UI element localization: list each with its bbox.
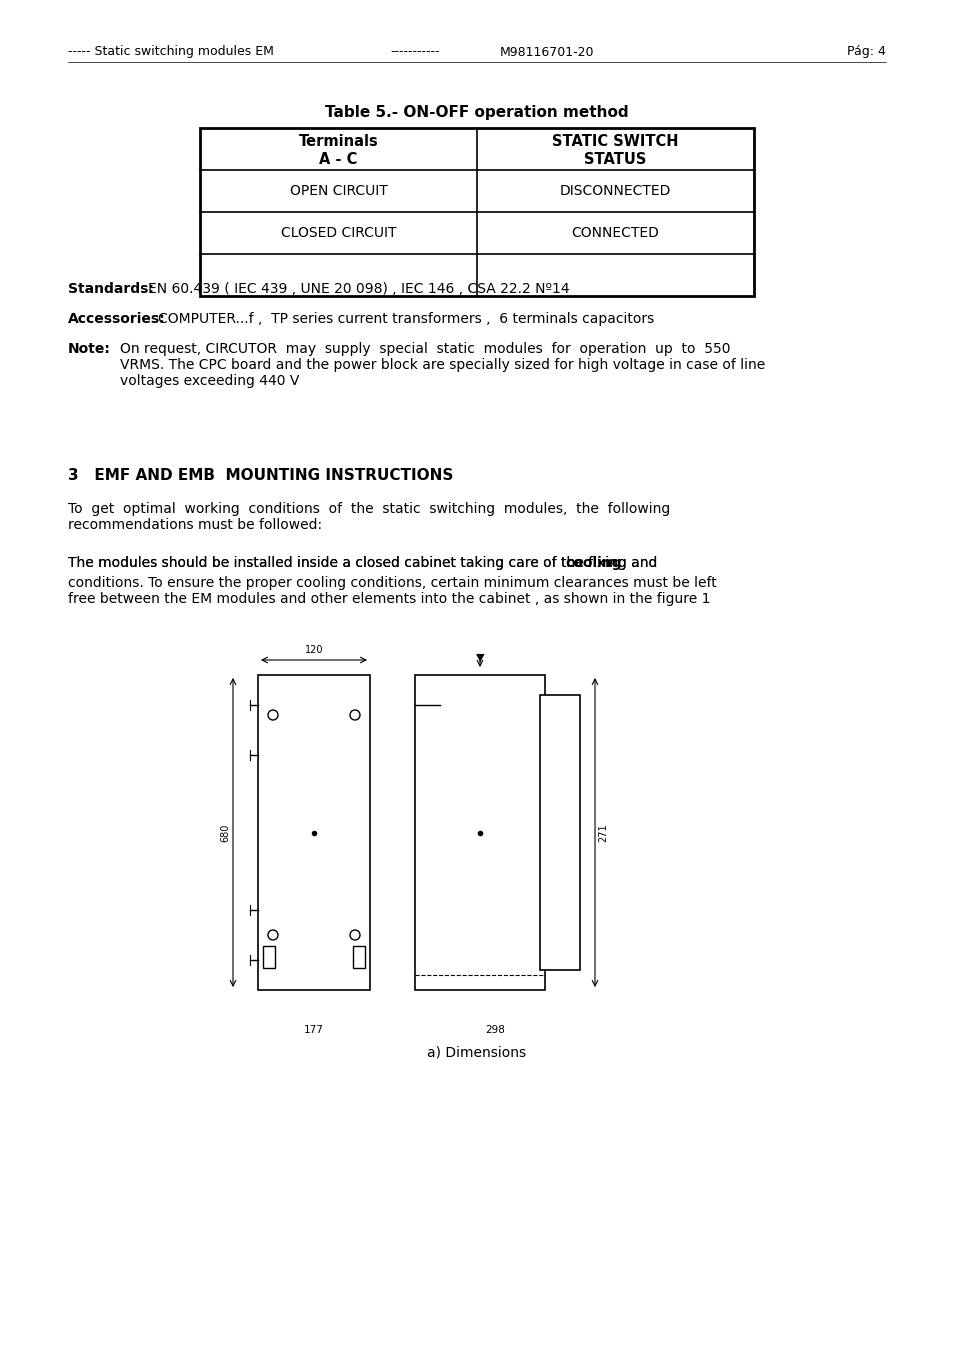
Text: Standards:: Standards: [68,282,153,296]
Text: conditions. To ensure the proper cooling conditions, certain minimum clearances : conditions. To ensure the proper cooling… [68,576,716,607]
Text: The modules should be installed inside a closed cabinet taking care of the fixin: The modules should be installed inside a… [68,557,661,570]
Bar [415,676,544,990]
Text: The modules should be installed inside a closed cabinet taking care of the fixin: The modules should be installed inside a… [68,557,711,570]
Text: -----------: ----------- [390,46,439,58]
Bar [200,128,753,296]
Bar [257,676,370,990]
Text: Pág: 4: Pág: 4 [846,46,885,58]
Text: 120: 120 [304,644,323,655]
Text: STATIC SWITCH: STATIC SWITCH [552,134,678,150]
Text: On request, CIRCUTOR  may  supply  special  static  modules  for  operation  up : On request, CIRCUTOR may supply special … [120,342,764,388]
Text: CLOSED CIRCUIT: CLOSED CIRCUIT [280,226,395,240]
Text: cooling: cooling [564,557,621,570]
Text: CONNECTED: CONNECTED [571,226,659,240]
Text: Accessories:: Accessories: [68,312,166,326]
Text: DISCONNECTED: DISCONNECTED [559,184,671,199]
Text: Note:: Note: [68,342,111,357]
Text: The modules should be installed inside a closed cabinet taking care of the fixin: The modules should be installed inside a… [68,557,661,570]
Text: Terminals: Terminals [298,134,378,150]
Text: 177: 177 [304,1025,324,1035]
Text: STATUS: STATUS [583,153,646,168]
Text: A - C: A - C [319,153,357,168]
Text: Table 5.- ON-OFF operation method: Table 5.- ON-OFF operation method [325,104,628,119]
Text: 680: 680 [220,823,230,842]
Text: ----- Static switching modules EM: ----- Static switching modules EM [68,46,274,58]
Text: COMPUTER...f ,  TP series current transformers ,  6 terminals capacitors: COMPUTER...f , TP series current transfo… [158,312,654,326]
Text: 298: 298 [484,1025,504,1035]
Bar [263,946,274,969]
Text: a) Dimensions: a) Dimensions [427,1046,526,1059]
Text: To  get  optimal  working  conditions  of  the  static  switching  modules,  the: To get optimal working conditions of the… [68,503,670,532]
Bar [353,946,365,969]
Text: 3   EMF AND EMB  MOUNTING INSTRUCTIONS: 3 EMF AND EMB MOUNTING INSTRUCTIONS [68,467,453,484]
Text: ▼: ▼ [476,653,484,663]
Text: 271: 271 [598,823,607,842]
Text: OPEN CIRCUIT: OPEN CIRCUIT [290,184,387,199]
Text: M98116701-20: M98116701-20 [499,46,594,58]
Text: EN 60.439 ( IEC 439 , UNE 20 098) , IEC 146 , CSA 22.2 Nº14: EN 60.439 ( IEC 439 , UNE 20 098) , IEC … [148,282,569,296]
Bar [539,694,579,970]
